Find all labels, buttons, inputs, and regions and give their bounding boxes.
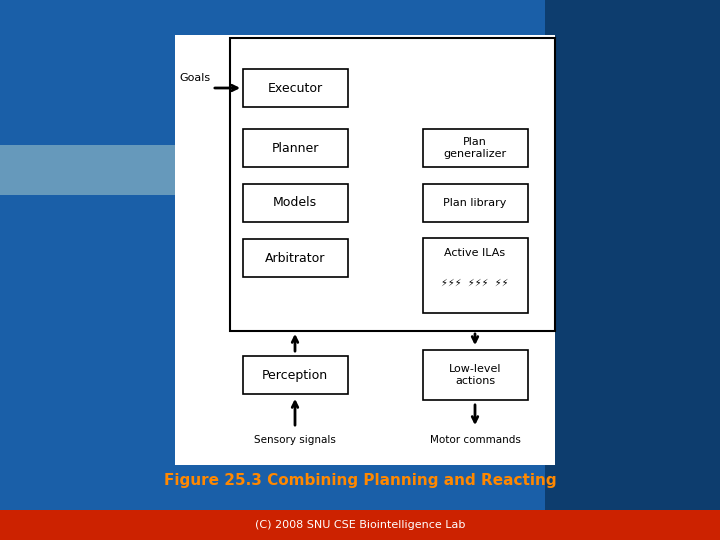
- Text: Low-level
actions: Low-level actions: [449, 364, 501, 386]
- Bar: [0, 510, 720, 540]
- Bar: [243, 356, 348, 394]
- Text: (C) 2008 SNU CSE Biointelligence Lab: (C) 2008 SNU CSE Biointelligence Lab: [255, 520, 465, 530]
- Bar: [423, 238, 528, 313]
- Text: Planner: Planner: [271, 141, 319, 154]
- Bar: [423, 129, 528, 167]
- Text: Models: Models: [273, 197, 317, 210]
- Bar: [423, 350, 528, 400]
- Text: Perception: Perception: [262, 368, 328, 381]
- Text: Arbitrator: Arbitrator: [265, 252, 325, 265]
- Bar: [243, 239, 348, 277]
- Text: Motor commands: Motor commands: [430, 435, 521, 445]
- Text: Plan library: Plan library: [444, 198, 507, 208]
- Text: Plan
generalizer: Plan generalizer: [444, 137, 507, 159]
- Bar: [545, 0, 720, 540]
- Text: Sensory signals: Sensory signals: [254, 435, 336, 445]
- Text: Executor: Executor: [267, 82, 323, 94]
- Bar: [423, 184, 528, 222]
- Bar: [243, 69, 348, 107]
- Text: ⚡⚡⚡  ⚡⚡⚡  ⚡⚡: ⚡⚡⚡ ⚡⚡⚡ ⚡⚡: [441, 278, 509, 288]
- Bar: [175, 35, 555, 465]
- Text: Figure 25.3 Combining Planning and Reacting: Figure 25.3 Combining Planning and React…: [163, 472, 557, 488]
- Bar: [0, 145, 230, 195]
- Text: Active ILAs: Active ILAs: [444, 248, 505, 258]
- Bar: [243, 129, 348, 167]
- Bar: [230, 38, 555, 331]
- Text: Goals: Goals: [179, 73, 210, 83]
- Bar: [243, 184, 348, 222]
